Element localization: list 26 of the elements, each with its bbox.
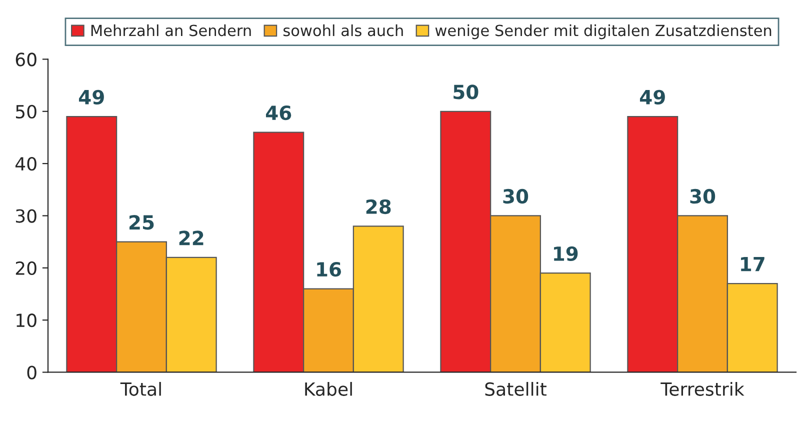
data-label: 17 (741, 257, 764, 272)
x-tick-label: Kabel (305, 382, 352, 396)
y-tick-label: 30 (16, 209, 36, 223)
data-label: 16 (317, 262, 341, 277)
data-label: 25 (130, 215, 154, 230)
data-label: 28 (366, 199, 391, 214)
y-tick-label: 20 (16, 261, 36, 276)
x-tick-label: Total (120, 382, 161, 396)
legend-label: wenige Sender mit digitalen Zusatzdiensten (435, 24, 772, 40)
legend-label: sowohl als auch (283, 24, 403, 36)
x-tick-label: Terrestrik (660, 382, 744, 396)
data-label: 46 (266, 105, 292, 120)
data-label: 22 (179, 230, 204, 246)
y-tick-label: 40 (15, 157, 36, 171)
y-tick-label: 10 (16, 314, 36, 328)
data-label: 50 (454, 84, 478, 100)
y-tick-label: 50 (16, 104, 36, 119)
legend-label: Mehrzahl an Sendern (91, 24, 251, 36)
data-label: 30 (503, 188, 528, 204)
data-label: 49 (640, 90, 665, 105)
y-tick-label: 0 (27, 366, 36, 380)
data-label: 19 (554, 246, 578, 262)
data-label: 49 (78, 90, 104, 105)
x-tick-label: Satellit (485, 382, 546, 396)
data-label: 30 (690, 188, 716, 204)
y-tick-label: 60 (16, 52, 36, 66)
